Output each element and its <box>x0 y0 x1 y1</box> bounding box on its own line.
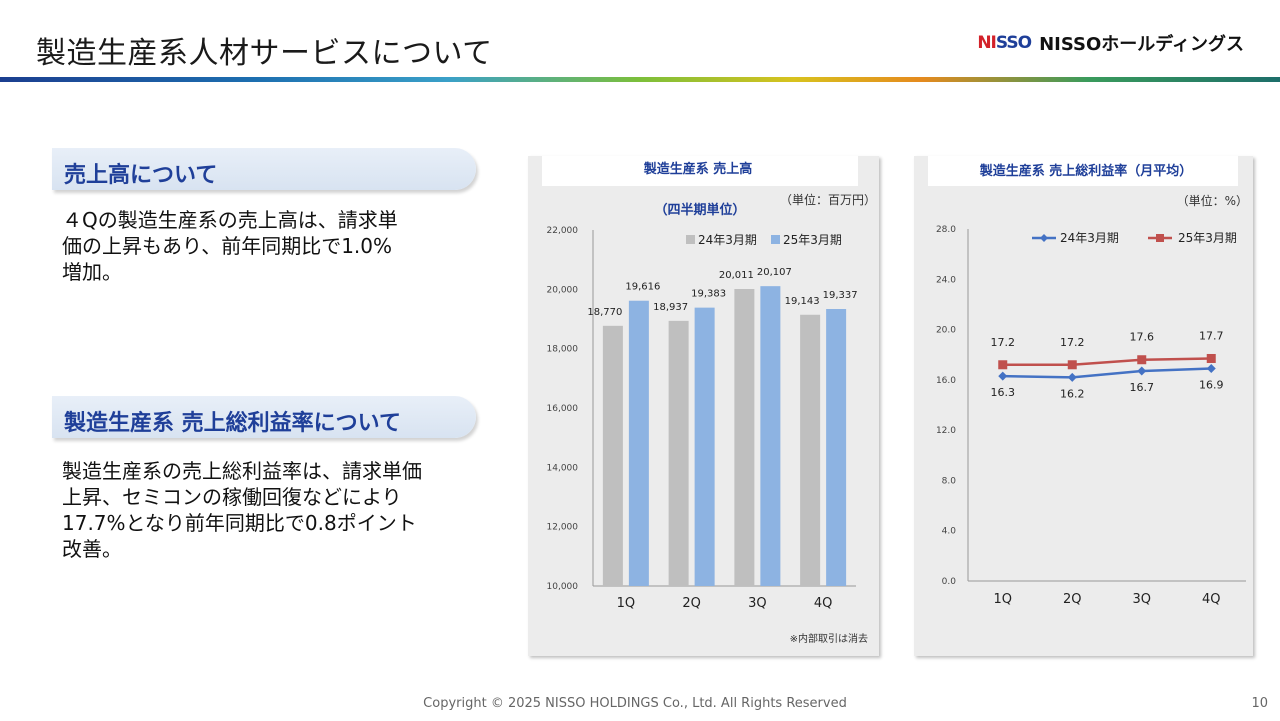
copyright: Copyright © 2025 NISSO HOLDINGS Co., Ltd… <box>423 696 847 711</box>
data-label: 16.9 <box>1199 379 1224 392</box>
sales-section-heading: 売上高について <box>52 148 476 190</box>
x-tick-label: 3Q <box>748 596 767 611</box>
margin-line: 製造生産系の売上総利益率は、請求単価 <box>62 459 422 483</box>
logo-mark-icon: NISSO <box>977 33 1032 53</box>
data-label: 16.3 <box>991 386 1016 399</box>
data-label: 18,770 <box>587 307 622 318</box>
data-label: 19,337 <box>823 290 858 301</box>
bar-curr <box>826 309 847 586</box>
legend-label: 24年3月期 <box>698 233 757 247</box>
x-tick-label: 2Q <box>682 596 701 611</box>
y-tick-label: 20.0 <box>936 326 956 336</box>
chart-title: 製造生産系 売上総利益率（月平均） <box>979 163 1193 179</box>
x-tick-label: 4Q <box>1202 592 1221 607</box>
data-point-diamond <box>1067 372 1077 382</box>
data-label: 20,011 <box>719 270 754 281</box>
y-tick-label: 24.0 <box>936 275 956 285</box>
chart-subtitle: （四半期単位） <box>654 202 745 218</box>
y-tick-label: 22,000 <box>547 226 579 236</box>
data-point-square <box>998 360 1008 370</box>
data-label: 17.2 <box>1060 336 1085 349</box>
y-tick-label: 14,000 <box>547 463 579 473</box>
bar-curr <box>760 286 781 586</box>
chart-title: 製造生産系 売上高 <box>643 161 753 177</box>
data-label: 17.7 <box>1199 329 1224 342</box>
sales-line: ４Qの製造生産系の売上高は、請求単 <box>62 208 398 232</box>
data-point-square <box>1206 353 1216 363</box>
margin-section-heading: 製造生産系 売上総利益率について <box>52 396 476 438</box>
legend-label: 25年3月期 <box>783 233 842 247</box>
y-tick-label: 16,000 <box>547 404 579 414</box>
sales-chart-panel: 製造生産系 売上高 （四半期単位） （単位：百万円） ※内部取引は消去 24年3… <box>528 156 879 656</box>
y-tick-label: 4.0 <box>942 527 957 537</box>
data-point-diamond <box>1206 364 1216 374</box>
margin-line: 上昇、セミコンの稼働回復などにより <box>62 485 402 509</box>
data-label: 19,383 <box>691 289 726 300</box>
page-title: 製造生産系人材サービスについて <box>36 36 493 71</box>
series-line-curr <box>1002 357 1212 367</box>
company-logo: NISSO NISSOホールディングス <box>977 30 1244 56</box>
y-tick-label: 28.0 <box>936 225 956 235</box>
y-tick-label: 0.0 <box>942 577 957 587</box>
sales-description: ４Qの製造生産系の売上高は、請求単 価の上昇もあり、前年同期比で1.0% 増加。 <box>62 207 398 285</box>
logo-text: NISSOホールディングス <box>1039 34 1244 55</box>
x-tick-label: 4Q <box>814 596 833 611</box>
chart-unit: （単位：百万円） <box>780 192 876 207</box>
data-label: 16.2 <box>1060 387 1085 400</box>
legend-swatch-prev <box>686 235 695 244</box>
data-point-diamond <box>1137 366 1147 376</box>
sales-line: 価の上昇もあり、前年同期比で1.0% <box>62 234 393 258</box>
legend-diamond-icon <box>1040 234 1048 242</box>
series-line-prev <box>1002 367 1212 379</box>
y-tick-label: 16.0 <box>936 376 956 386</box>
margin-description: 製造生産系の売上総利益率は、請求単価 上昇、セミコンの稼働回復などにより 17.… <box>62 458 422 562</box>
data-label: 17.2 <box>991 336 1016 349</box>
legend-swatch-curr <box>771 235 780 244</box>
sales-line: 増加。 <box>62 260 122 284</box>
margin-chart-panel: 製造生産系 売上総利益率（月平均） （単位：%） 24年3月期 25年3月期 0… <box>914 156 1253 656</box>
bar-curr <box>628 300 649 586</box>
bar-prev <box>668 320 689 586</box>
bar-prev <box>800 314 821 586</box>
legend-square-icon <box>1156 234 1164 242</box>
sales-bar-chart: 製造生産系 売上高 （四半期単位） （単位：百万円） ※内部取引は消去 24年3… <box>547 161 877 645</box>
x-tick-label: 3Q <box>1132 592 1151 607</box>
margin-heading-text: 製造生産系 売上総利益率について <box>64 411 402 436</box>
data-label: 18,937 <box>653 302 688 313</box>
data-label: 20,107 <box>757 267 792 278</box>
y-tick-label: 12.0 <box>936 426 956 436</box>
data-label: 19,616 <box>625 282 660 293</box>
page-number: 10 <box>1251 696 1268 711</box>
margin-line: 17.7%となり前年同期比で0.8ポイント <box>62 511 417 535</box>
bar-prev <box>734 289 755 586</box>
margin-line-chart: 製造生産系 売上総利益率（月平均） （単位：%） 24年3月期 25年3月期 0… <box>936 163 1248 607</box>
bar-prev <box>602 325 623 586</box>
data-point-square <box>1137 355 1147 365</box>
y-tick-label: 8.0 <box>942 476 957 486</box>
bar-curr <box>694 307 715 586</box>
y-tick-label: 20,000 <box>547 285 579 295</box>
y-tick-label: 12,000 <box>547 523 579 533</box>
legend-label: 25年3月期 <box>1178 231 1237 245</box>
header-divider <box>0 77 1280 82</box>
chart-note: ※内部取引は消去 <box>790 632 868 645</box>
margin-line: 改善。 <box>62 537 122 561</box>
data-point-diamond <box>998 371 1008 381</box>
legend-label: 24年3月期 <box>1060 231 1119 245</box>
data-label: 17.6 <box>1130 331 1155 344</box>
x-tick-label: 1Q <box>993 592 1012 607</box>
data-label: 16.7 <box>1130 381 1155 394</box>
chart-unit: （単位：%） <box>1177 193 1248 208</box>
y-tick-label: 10,000 <box>547 582 579 592</box>
y-tick-label: 18,000 <box>547 345 579 355</box>
data-point-square <box>1067 360 1077 370</box>
data-label: 19,143 <box>785 296 820 307</box>
x-tick-label: 1Q <box>617 596 636 611</box>
x-tick-label: 2Q <box>1063 592 1082 607</box>
sales-heading-text: 売上高について <box>64 163 218 188</box>
